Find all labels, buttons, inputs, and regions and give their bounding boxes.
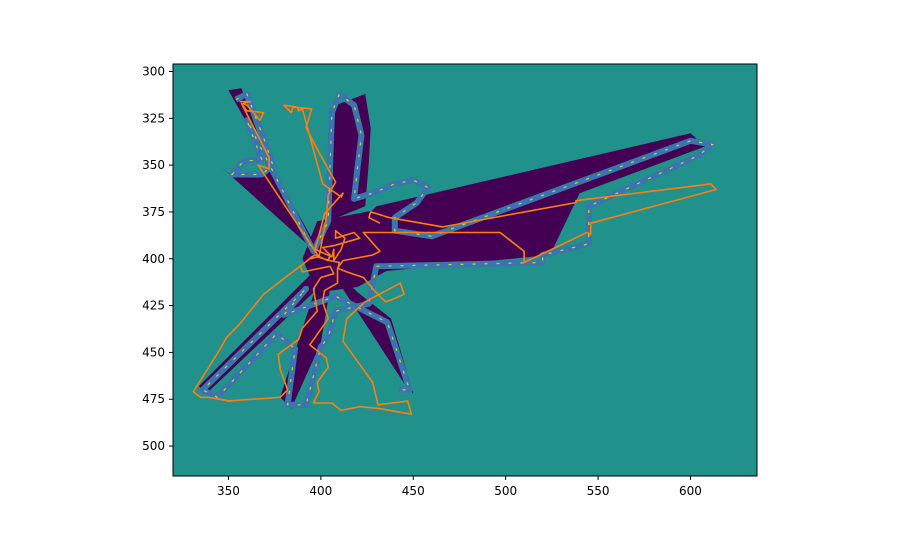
x-axis: 350 400 450 500 550 600 bbox=[217, 476, 702, 498]
y-tick-label: 475 bbox=[142, 392, 165, 406]
y-tick-label: 325 bbox=[142, 111, 165, 125]
x-tick-label: 500 bbox=[494, 484, 517, 498]
x-tick-label: 450 bbox=[402, 484, 425, 498]
plot-area bbox=[173, 64, 757, 476]
path-layer bbox=[192, 100, 718, 416]
y-tick-label: 300 bbox=[142, 64, 165, 78]
x-tick-label: 400 bbox=[309, 484, 332, 498]
heatmap-layer bbox=[198, 88, 716, 409]
x-tick-label: 600 bbox=[679, 484, 702, 498]
path-line bbox=[192, 100, 718, 416]
x-tick-label: 550 bbox=[587, 484, 610, 498]
inflation-outline bbox=[199, 91, 716, 408]
y-tick-label: 400 bbox=[142, 252, 165, 266]
occupied-region-arm-6 bbox=[324, 260, 414, 394]
y-axis: 300 325 350 375 400 425 450 475 500 bbox=[142, 64, 173, 453]
x-tick-label: 350 bbox=[217, 484, 240, 498]
plot-frame bbox=[172, 63, 758, 477]
y-tick-label: 350 bbox=[142, 158, 165, 172]
y-tick-label: 500 bbox=[142, 439, 165, 453]
y-tick-label: 425 bbox=[142, 299, 165, 313]
y-tick-label: 450 bbox=[142, 345, 165, 359]
y-tick-label: 375 bbox=[142, 205, 165, 219]
